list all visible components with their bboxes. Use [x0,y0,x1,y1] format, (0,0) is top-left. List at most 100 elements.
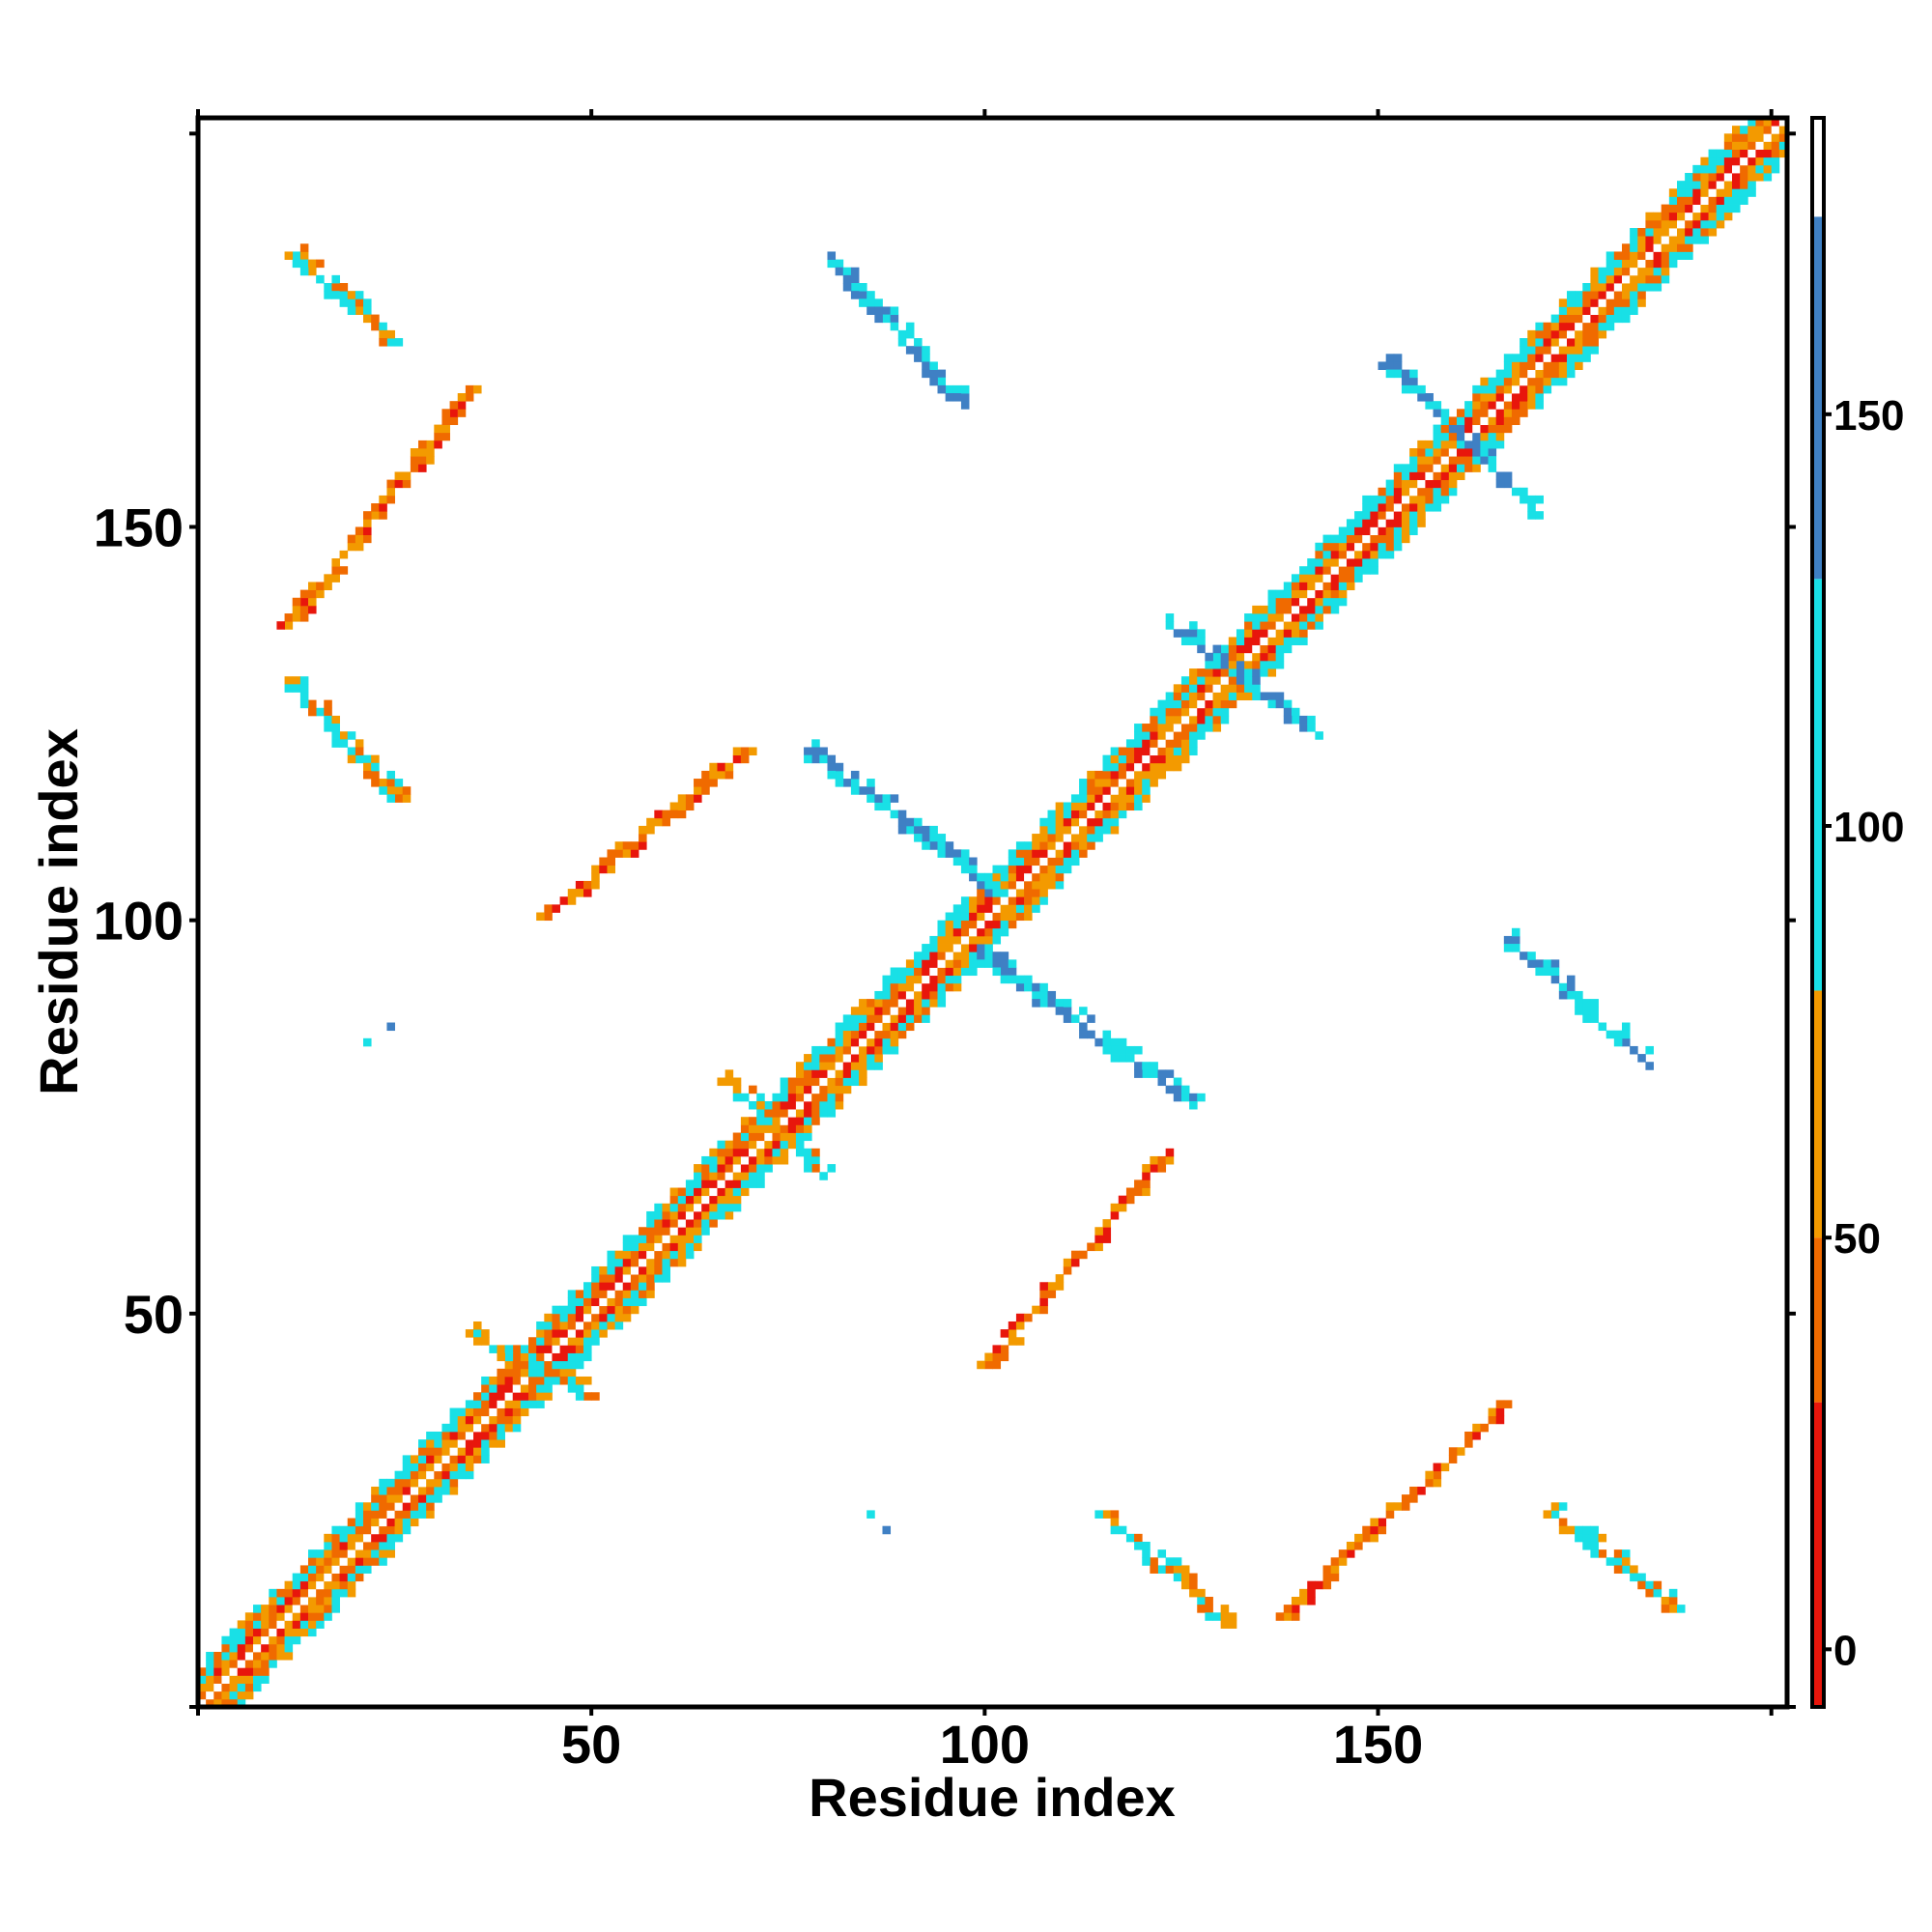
heatmap-cell [426,1478,435,1488]
heatmap-cell [434,1486,442,1495]
heatmap-cell [1755,164,1764,174]
heatmap-cell [1716,164,1725,174]
heatmap-cell [1503,479,1513,489]
heatmap-cell [717,1179,726,1188]
heatmap-cell [732,1132,742,1142]
heatmap-cell [1378,495,1387,504]
heatmap-cell [874,1054,883,1063]
heatmap-cell [740,1187,750,1197]
heatmap-cell [567,1297,577,1307]
heatmap-cell [1307,566,1316,575]
heatmap-cell [1716,173,1725,182]
heatmap-cell [874,298,883,307]
heatmap-cell [1575,361,1583,370]
heatmap-cell [1087,802,1095,811]
heatmap-cell [1330,1573,1340,1582]
heatmap-cell [1520,401,1528,410]
heatmap-cell [449,1407,459,1417]
heatmap-cell [1401,487,1410,497]
heatmap-cell [654,1219,663,1228]
heatmap-cell [1637,267,1646,276]
heatmap-cell [1260,692,1268,701]
heatmap-cell [339,1588,349,1598]
heatmap-cell [1385,550,1395,559]
heatmap-cell [835,1022,844,1032]
heatmap-cell [1134,1179,1143,1188]
heatmap-cell [575,1392,584,1401]
heatmap-cell [324,291,332,299]
heatmap-cell [1520,487,1528,497]
heatmap-cell [552,1321,560,1330]
heatmap-cell [1582,354,1591,362]
heatmap-cell [1503,384,1513,394]
heatmap-cell [1024,857,1033,867]
heatmap-cell [1630,228,1638,237]
heatmap-cell [1723,133,1733,142]
heatmap-cell [363,1557,372,1566]
heatmap-cell [1338,589,1348,599]
heatmap-cell [740,754,750,764]
heatmap-cell [701,1195,710,1205]
heatmap-cell [859,1030,867,1039]
heatmap-cell [394,479,404,489]
heatmap-cell [418,1502,427,1511]
heatmap-cell [308,1605,317,1613]
heatmap-cell [795,1124,805,1133]
heatmap-cell [1385,503,1395,512]
heatmap-cell [1039,825,1048,835]
heatmap-cell [772,1100,781,1110]
heatmap-cell [371,1525,380,1535]
heatmap-cell [1142,779,1151,787]
heatmap-cell [1024,880,1033,890]
heatmap-cell [1464,409,1473,417]
heatmap-cell [379,1478,387,1488]
heatmap-cell [1063,802,1072,811]
heatmap-cell [1094,1235,1103,1243]
heatmap-cell [1417,511,1426,520]
heatmap-cell [221,1635,230,1645]
heatmap-cell [882,975,892,984]
heatmap-cell [1440,416,1450,425]
heatmap-cell [520,1368,529,1378]
heatmap-cell [1653,1588,1662,1598]
heatmap-cell [654,1274,663,1283]
heatmap-cell [1015,1313,1025,1322]
heatmap-cell [654,817,663,827]
heatmap-cell [1094,779,1103,787]
heatmap-cell [434,1455,442,1463]
heatmap-cell [756,1117,765,1125]
heatmap-cell [308,1612,317,1621]
heatmap-cell [284,1588,294,1598]
heatmap-cell [1173,724,1182,732]
heatmap-cell [583,1337,592,1346]
heatmap-cell [316,1605,325,1613]
heatmap-cell [206,1690,214,1700]
heatmap-cell [1079,1250,1088,1260]
heatmap-cell [591,1274,600,1283]
heatmap-cell [867,786,875,795]
heatmap-cell [536,1352,545,1362]
heatmap-cell [347,1541,356,1550]
heatmap-cell [512,1360,522,1370]
heatmap-cell [520,1360,529,1370]
heatmap-cell [1598,314,1607,324]
heatmap-cell [1605,1557,1615,1566]
heatmap-cell [591,865,600,874]
heatmap-cell [1150,779,1158,787]
heatmap-cell [276,1652,285,1661]
heatmap-cell [669,1235,679,1243]
heatmap-cell [347,1518,356,1527]
heatmap-cell [1039,880,1048,890]
heatmap-cell [497,1407,505,1417]
heatmap-cell [237,1660,246,1668]
heatmap-cell [859,298,867,307]
heatmap-cell [559,1313,569,1322]
heatmap-cell [1015,865,1025,874]
heatmap-cell [1252,660,1261,669]
heatmap-cell [1189,692,1198,701]
heatmap-cell [709,762,718,772]
heatmap-cell [827,1062,837,1070]
heatmap-cell [1668,204,1678,213]
heatmap-cell [709,770,718,780]
heatmap-cell [253,1660,262,1668]
